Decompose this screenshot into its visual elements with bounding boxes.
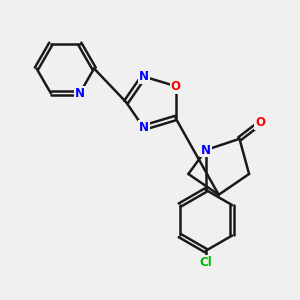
Text: N: N xyxy=(201,143,211,157)
Text: O: O xyxy=(171,80,181,93)
Text: N: N xyxy=(139,121,148,134)
Text: N: N xyxy=(75,87,85,100)
Text: Cl: Cl xyxy=(200,256,212,269)
Text: N: N xyxy=(139,70,148,83)
Text: O: O xyxy=(255,116,265,129)
